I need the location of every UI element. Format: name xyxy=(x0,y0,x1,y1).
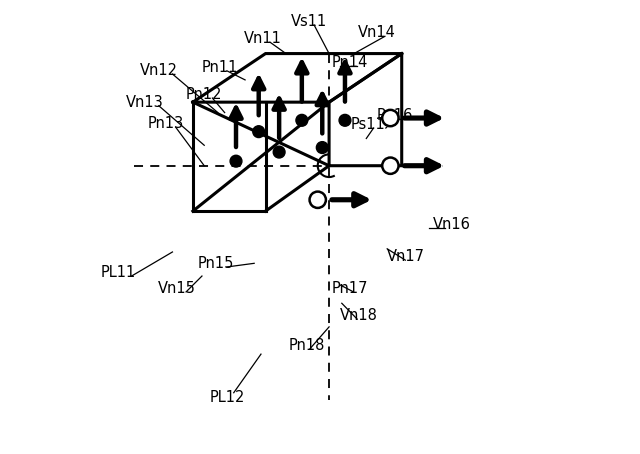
Text: PL12: PL12 xyxy=(209,390,244,405)
Text: Pn18: Pn18 xyxy=(288,337,324,353)
Text: Pn14: Pn14 xyxy=(332,55,368,70)
Circle shape xyxy=(296,114,308,126)
Text: Vs11: Vs11 xyxy=(291,14,327,30)
Circle shape xyxy=(253,126,264,138)
Text: Vn12: Vn12 xyxy=(140,63,178,78)
Text: Vn15: Vn15 xyxy=(158,281,196,296)
Text: Vn16: Vn16 xyxy=(433,217,470,232)
Circle shape xyxy=(316,142,328,153)
Text: Pn11: Pn11 xyxy=(202,59,238,75)
Circle shape xyxy=(310,192,326,208)
Circle shape xyxy=(230,155,242,167)
Text: Pn12: Pn12 xyxy=(186,87,223,102)
Circle shape xyxy=(382,158,399,174)
Text: Vn11: Vn11 xyxy=(244,31,282,46)
Text: Pn13: Pn13 xyxy=(147,116,184,131)
Circle shape xyxy=(382,110,399,126)
Text: Pn17: Pn17 xyxy=(332,281,368,296)
Text: Vn18: Vn18 xyxy=(340,308,378,323)
Circle shape xyxy=(273,146,285,158)
Circle shape xyxy=(339,114,351,126)
Text: Ps11: Ps11 xyxy=(350,117,385,133)
Text: Vn14: Vn14 xyxy=(358,25,396,40)
Text: Vn17: Vn17 xyxy=(387,249,425,264)
Text: Pn15: Pn15 xyxy=(197,256,234,271)
Text: Vn13: Vn13 xyxy=(126,94,164,110)
Text: PL11: PL11 xyxy=(100,265,136,280)
Text: Pn16: Pn16 xyxy=(377,108,413,123)
